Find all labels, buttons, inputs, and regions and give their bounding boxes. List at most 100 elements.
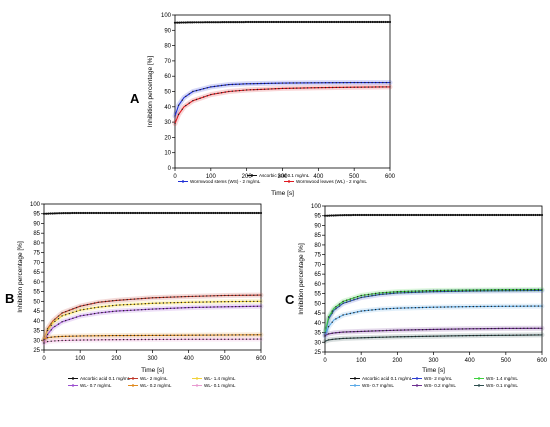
- data-point: [198, 301, 201, 303]
- data-point: [465, 306, 467, 308]
- data-point: [490, 289, 493, 291]
- data-point: [371, 20, 374, 24]
- data-point: [88, 211, 91, 215]
- data-point: [519, 289, 521, 292]
- data-point: [342, 337, 344, 340]
- data-point: [199, 97, 201, 99]
- legend-text: Wormwood leaves (WL) - 2 mg/mL: [296, 179, 367, 184]
- x-axis-label: Time [s]: [271, 190, 294, 197]
- data-point: [417, 213, 420, 217]
- data-point: [349, 312, 351, 315]
- y-tick-label: 30: [164, 120, 171, 126]
- data-point: [55, 212, 59, 215]
- x-axis-label: Time [s]: [422, 367, 445, 374]
- data-point: [371, 336, 373, 339]
- data-point: [272, 20, 275, 24]
- data-point: [210, 93, 212, 96]
- data-point: [497, 305, 500, 307]
- data-point: [180, 338, 183, 340]
- data-point: [195, 98, 198, 101]
- data-point: [75, 316, 78, 318]
- data-point: [349, 86, 352, 89]
- data-point: [494, 334, 496, 337]
- data-point: [389, 336, 391, 338]
- data-point: [65, 319, 67, 322]
- data-point: [253, 300, 255, 303]
- data-point: [440, 289, 442, 292]
- data-point: [108, 300, 110, 302]
- data-point: [126, 303, 128, 306]
- data-point: [79, 305, 81, 307]
- data-point: [371, 309, 373, 311]
- data-point: [374, 292, 377, 295]
- data-point: [310, 87, 312, 89]
- data-point: [508, 289, 511, 291]
- data-point: [287, 20, 290, 24]
- data-point: [374, 330, 377, 332]
- x-tick-label: 300: [428, 358, 439, 364]
- data-point: [450, 306, 453, 308]
- legend-item-3: WL- 0.7 mg/mL: [68, 383, 112, 388]
- data-point: [404, 213, 407, 217]
- data-point: [173, 296, 175, 298]
- data-point: [249, 334, 251, 336]
- data-point: [454, 289, 456, 291]
- data-point: [512, 289, 514, 291]
- data-point: [305, 20, 308, 24]
- y-tick-label: 40: [314, 321, 321, 327]
- data-point: [177, 296, 179, 298]
- data-point: [262, 20, 265, 24]
- data-point: [75, 211, 78, 215]
- data-point: [214, 21, 217, 24]
- data-point: [458, 335, 460, 337]
- data-point: [206, 338, 208, 340]
- data-point: [527, 213, 531, 217]
- y-tick-label: 25: [314, 350, 321, 356]
- data-point: [65, 339, 67, 342]
- data-point: [497, 213, 500, 217]
- data-point: [217, 92, 219, 95]
- legend-item-1: WL- 2 mg/mL: [128, 376, 168, 381]
- data-point: [213, 85, 216, 88]
- data-point: [195, 295, 197, 297]
- data-point: [403, 336, 406, 338]
- data-point: [501, 289, 503, 291]
- data-point: [49, 212, 52, 215]
- data-point: [283, 20, 286, 24]
- data-point: [331, 321, 333, 323]
- data-point: [438, 213, 442, 217]
- data-point: [376, 20, 379, 24]
- data-point: [256, 334, 259, 336]
- data-point: [374, 336, 377, 339]
- data-point: [227, 334, 230, 336]
- data-point: [371, 81, 373, 84]
- data-point: [412, 213, 416, 217]
- data-point: [526, 289, 529, 292]
- data-point: [487, 334, 489, 337]
- data-point: [195, 334, 197, 336]
- data-point: [97, 339, 100, 341]
- data-point: [46, 333, 49, 336]
- data-point: [440, 328, 442, 330]
- data-point: [483, 334, 485, 337]
- data-point: [429, 289, 431, 292]
- data-point: [188, 301, 190, 303]
- y-tick-label: 80: [164, 44, 171, 50]
- data-point: [220, 334, 222, 336]
- data-point: [224, 306, 226, 308]
- data-point: [136, 211, 139, 215]
- data-point: [61, 315, 63, 317]
- data-point: [79, 335, 81, 337]
- data-point: [393, 292, 395, 294]
- data-point: [60, 212, 63, 215]
- y-tick-label: 75: [314, 253, 321, 259]
- data-point: [332, 82, 334, 84]
- data-point: [278, 82, 280, 84]
- data-point: [376, 213, 379, 217]
- data-point: [342, 82, 345, 84]
- data-point: [75, 310, 78, 312]
- data-point: [205, 211, 208, 215]
- data-point: [84, 211, 87, 215]
- data-point: [385, 336, 388, 338]
- data-point: [214, 211, 217, 215]
